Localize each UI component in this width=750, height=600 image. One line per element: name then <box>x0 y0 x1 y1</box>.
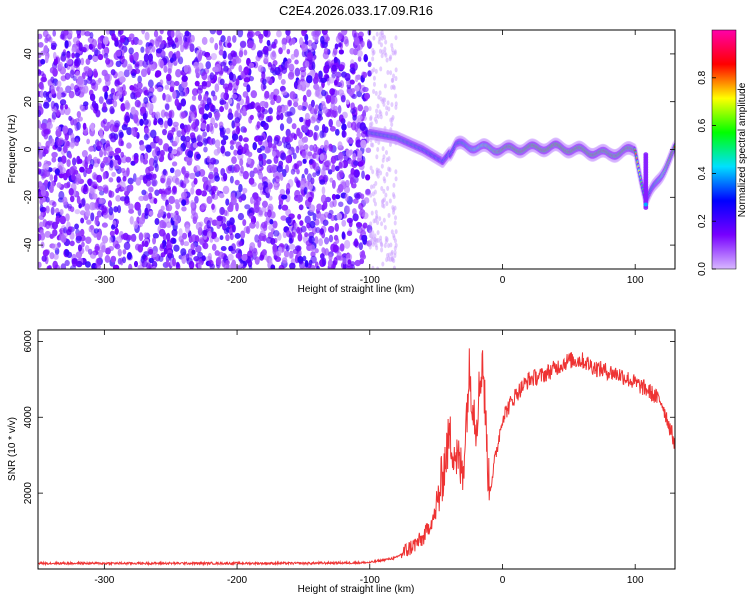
x-tick-label: -200 <box>227 575 247 586</box>
spectrogram-x-ticks: -300 -200 -100 0 100 <box>94 30 644 286</box>
x-tick-label: 100 <box>627 275 644 286</box>
y-tick-label: -20 <box>23 190 34 205</box>
chart-title: C2E4.2026.033.17.09.R16 <box>279 3 433 18</box>
signal-trace <box>367 125 675 210</box>
y-tick-label: 0 <box>23 146 34 152</box>
snr-x-ticks: -300 -200 -100 0 100 <box>94 330 644 586</box>
snr-frame <box>37 329 676 570</box>
x-tick-label: -300 <box>94 275 114 286</box>
spectrogram-y-ticks: -40 -20 0 20 40 <box>23 48 675 252</box>
x-tick-label: -300 <box>94 575 114 586</box>
colorbar-tick-label: 0.2 <box>697 214 708 228</box>
y-tick-label: 20 <box>23 96 34 108</box>
snr-y-ticks: 2000 4000 6000 <box>23 330 675 504</box>
x-tick-label: 100 <box>627 575 644 586</box>
x-tick-label: 0 <box>500 575 506 586</box>
y-tick-label: -40 <box>23 237 34 252</box>
colorbar-gradient <box>711 29 737 270</box>
colorbar-tick-label: 0.0 <box>697 262 708 276</box>
snr-panel: -300 -200 -100 0 100 2000 4000 6000 Height of … <box>7 329 676 595</box>
colorbar-tick-label: 0.4 <box>697 166 708 180</box>
y-tick-label: 6000 <box>23 330 34 353</box>
snr-x-label: Height of straight line (km) <box>298 584 415 595</box>
colorbar-ticks: 0.0 0.2 0.4 0.6 0.8 <box>697 70 716 276</box>
spectrogram-x-label: Height of straight line (km) <box>298 284 415 295</box>
x-tick-label: 0 <box>500 275 506 286</box>
noise-region <box>38 30 398 269</box>
x-tick-label: -100 <box>360 275 380 286</box>
snr-y-label: SNR (10 * v/v) <box>7 417 18 481</box>
x-tick-label: -200 <box>227 275 247 286</box>
colorbar: 0.0 0.2 0.4 0.6 0.8 Normalized spectral ampl… <box>697 29 748 276</box>
spectrogram-y-label: Frequency (Hz) <box>7 115 18 184</box>
y-tick-label: 40 <box>23 48 34 60</box>
colorbar-tick-label: 0.6 <box>697 118 708 132</box>
colorbar-label: Normalized spectral amplitude <box>737 82 748 217</box>
x-tick-label: -100 <box>360 575 380 586</box>
y-tick-label: 2000 <box>23 482 34 505</box>
snr-series-line <box>38 348 675 567</box>
y-tick-label: 4000 <box>23 406 34 429</box>
colorbar-tick-label: 0.8 <box>697 70 708 84</box>
